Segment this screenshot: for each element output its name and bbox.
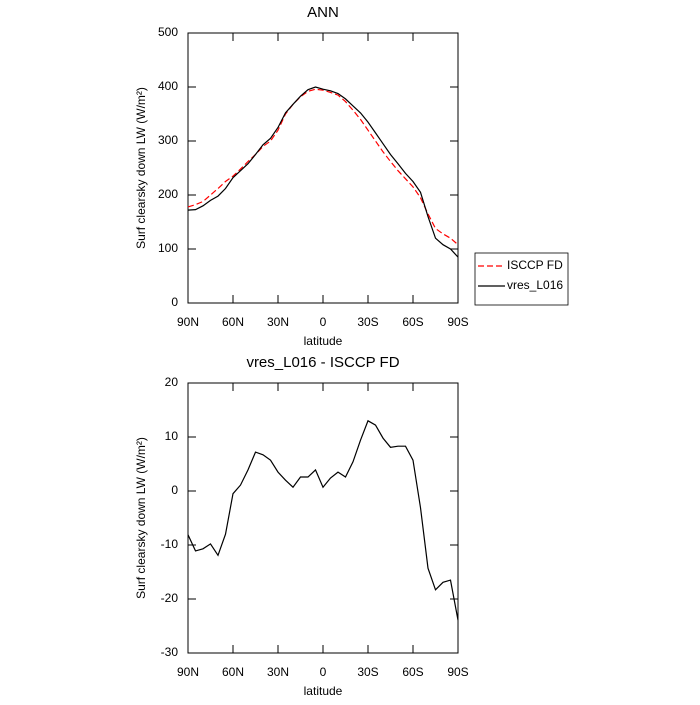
legend-box <box>474 252 569 306</box>
legend-label: ISCCP FD <box>507 258 563 272</box>
y-tick-label: 300 <box>158 133 178 147</box>
y-tick-label: -10 <box>161 537 179 551</box>
x-tick-label: 0 <box>320 665 327 679</box>
x-tick-label: 90S <box>447 665 468 679</box>
y-tick-label: -20 <box>161 591 179 605</box>
data-line <box>187 419 459 621</box>
x-tick-label: 90N <box>177 665 199 679</box>
chart-title: vres_L016 - ISCCP FD <box>246 354 399 371</box>
x-tick-label: 60S <box>402 315 423 329</box>
x-tick-label: 0 <box>320 315 327 329</box>
legend-label: vres_L016 <box>507 278 563 292</box>
x-axis-label: latitude <box>304 334 343 348</box>
x-tick-label: 60N <box>222 665 244 679</box>
y-tick-label: 400 <box>158 79 178 93</box>
y-tick-label: 100 <box>158 241 178 255</box>
y-tick-label: 10 <box>165 429 179 443</box>
chart-title: ANN <box>307 4 339 21</box>
y-tick-label: 0 <box>171 295 178 309</box>
y-axis-label: Surf clearsky down LW (W/m²) <box>134 437 148 599</box>
y-tick-label: -30 <box>161 645 179 659</box>
x-tick-label: 90S <box>447 315 468 329</box>
data-line <box>187 88 459 246</box>
y-tick-label: 200 <box>158 187 178 201</box>
x-tick-label: 60S <box>402 665 423 679</box>
y-tick-label: 500 <box>158 25 178 39</box>
y-axis-label: Surf clearsky down LW (W/m²) <box>134 87 148 249</box>
x-tick-label: 90N <box>177 315 199 329</box>
data-line <box>187 86 459 258</box>
y-tick-label: 0 <box>171 483 178 497</box>
plot-frame <box>187 32 459 304</box>
x-tick-label: 60N <box>222 315 244 329</box>
x-tick-label: 30S <box>357 665 378 679</box>
x-tick-label: 30S <box>357 315 378 329</box>
x-axis-label: latitude <box>304 684 343 698</box>
x-tick-label: 30N <box>267 665 289 679</box>
x-tick-label: 30N <box>267 315 289 329</box>
y-tick-label: 20 <box>165 375 179 389</box>
